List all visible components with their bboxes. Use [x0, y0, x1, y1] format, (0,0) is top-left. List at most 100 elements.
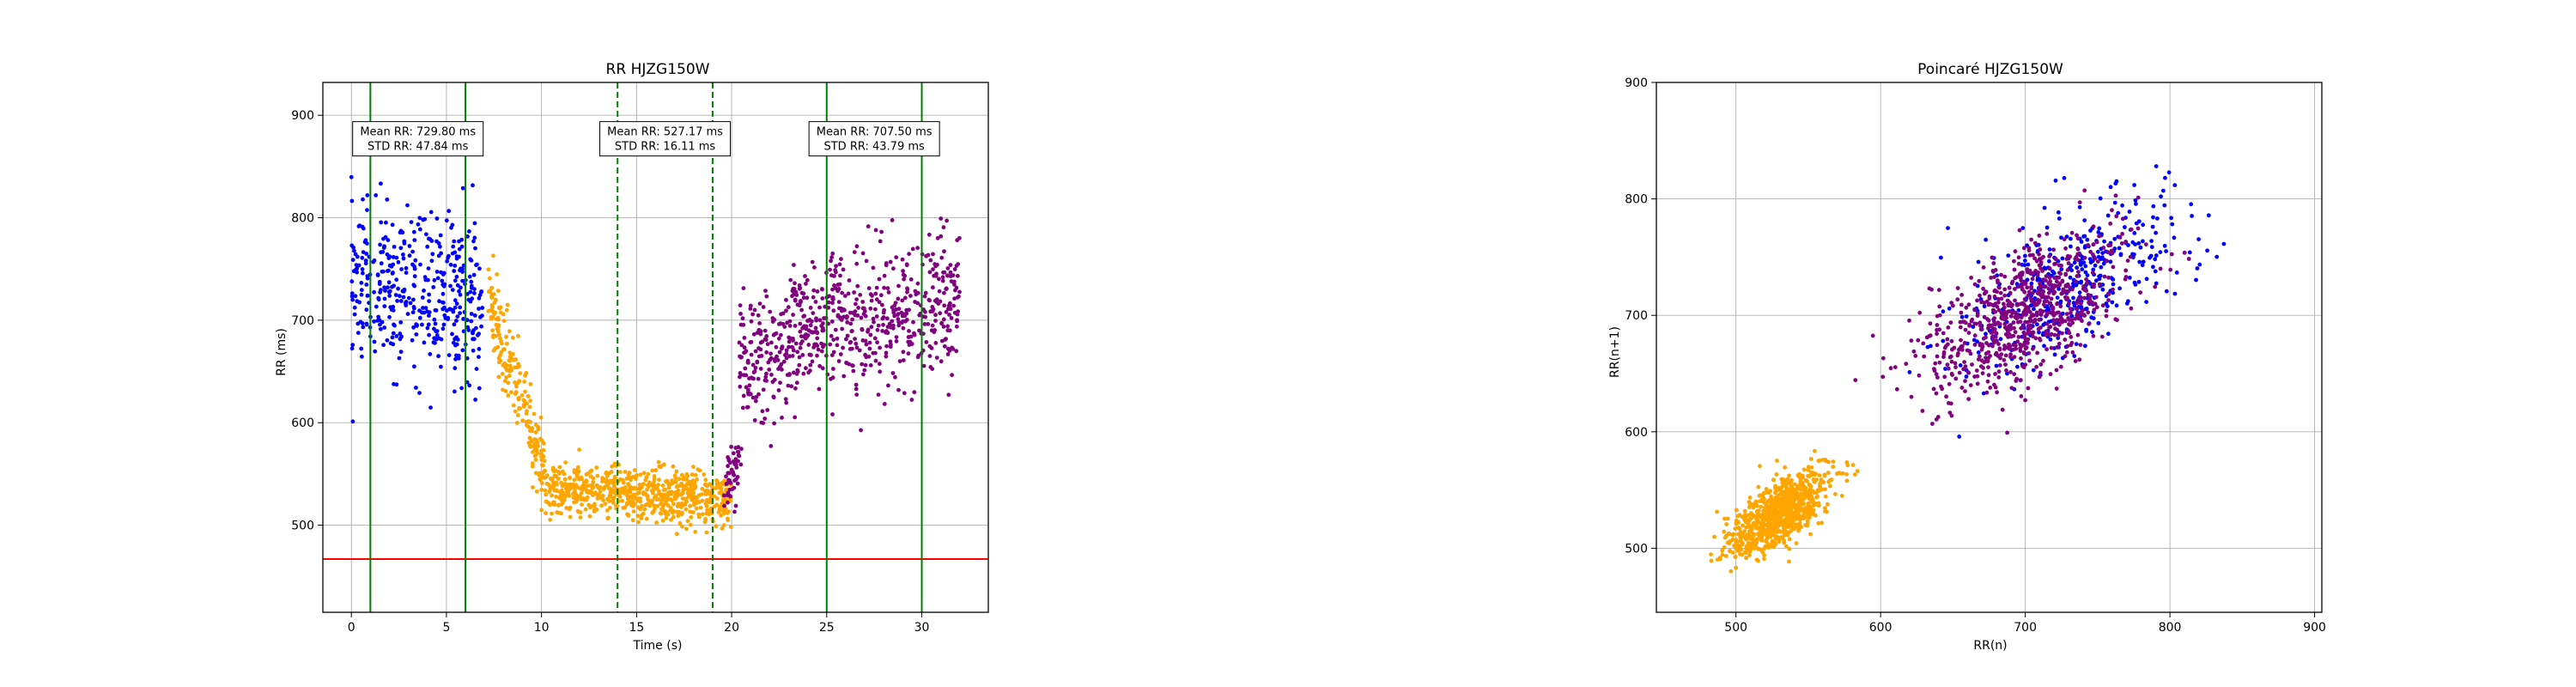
pc-xtick-label: 900 — [2303, 621, 2326, 635]
poincare-point-series-2 — [1994, 352, 1998, 356]
poincare-point-series-1 — [1744, 514, 1748, 519]
poincare-point-series-0 — [2154, 231, 2158, 235]
poincare-point-series-0 — [2137, 280, 2142, 284]
rr-point-series-2 — [885, 316, 890, 320]
rr-point-series-2 — [880, 329, 884, 333]
poincare-point-series-1 — [1828, 478, 1832, 483]
rr-point-series-0 — [447, 307, 452, 311]
poincare-point-series-2 — [2091, 271, 2095, 275]
poincare-point-series-2 — [1997, 308, 2002, 313]
rr-point-series-2 — [794, 293, 799, 297]
rr-point-series-1 — [591, 484, 595, 489]
poincare-point-series-2 — [2106, 276, 2111, 280]
rr-point-series-1 — [695, 502, 699, 506]
poincare-point-series-2 — [2076, 270, 2081, 274]
rr-point-series-0 — [350, 346, 355, 350]
rr-point-series-1 — [612, 484, 617, 489]
poincare-point-series-1 — [1758, 464, 1762, 468]
poincare-point-series-2 — [1973, 343, 1978, 347]
poincare-point-series-2 — [2106, 243, 2111, 247]
rr-point-series-2 — [878, 277, 882, 282]
poincare-point-series-2 — [2183, 251, 2187, 255]
poincare-point-series-2 — [2086, 310, 2090, 314]
poincare-point-series-2 — [1978, 294, 1982, 298]
pc-xtick-label: 600 — [1869, 621, 1893, 635]
rr-point-series-2 — [832, 274, 836, 278]
poincare-point-series-2 — [2050, 307, 2055, 311]
rr-point-series-1 — [684, 526, 689, 531]
poincare-point-series-2 — [2055, 386, 2059, 391]
rr-point-series-2 — [860, 300, 865, 304]
poincare-point-series-1 — [1755, 514, 1759, 519]
rr-point-series-1 — [501, 372, 505, 376]
rr-point-series-2 — [750, 313, 755, 317]
poincare-point-series-2 — [2055, 345, 2059, 350]
poincare-point-series-2 — [1929, 333, 1933, 337]
poincare-point-series-1 — [1764, 523, 1768, 527]
poincare-point-series-2 — [2002, 288, 2007, 292]
poincare-point-series-0 — [2151, 204, 2155, 209]
rr-point-series-2 — [741, 316, 745, 320]
poincare-point-series-2 — [1987, 303, 1991, 307]
poincare-point-series-2 — [2129, 255, 2133, 259]
poincare-point-series-1 — [1853, 472, 1857, 477]
rr-point-series-2 — [763, 289, 768, 293]
rr-point-series-1 — [689, 523, 693, 527]
rr-point-series-2 — [729, 445, 733, 449]
rr-point-series-2 — [798, 283, 802, 288]
poincare-point-series-0 — [2089, 260, 2093, 264]
rr-point-series-1 — [661, 483, 665, 488]
rr-point-series-0 — [380, 250, 385, 254]
rr-point-series-0 — [399, 267, 404, 271]
rr-point-series-2 — [804, 282, 808, 286]
rr-point-series-1 — [635, 487, 639, 491]
rr-time-series-chart: Mean RR: 729.80 msSTD RR: 47.84 msMean R… — [275, 61, 988, 653]
rr-point-series-0 — [361, 198, 365, 202]
poincare-point-series-2 — [1935, 323, 1940, 327]
rr-point-series-1 — [726, 518, 730, 522]
rr-point-series-2 — [926, 322, 930, 326]
poincare-point-series-2 — [2018, 228, 2022, 233]
rr-point-series-2 — [811, 295, 816, 300]
rr-point-series-2 — [768, 310, 772, 314]
poincare-point-series-1 — [1771, 477, 1776, 482]
rr-point-series-2 — [804, 366, 808, 370]
rr-point-series-2 — [722, 504, 726, 508]
poincare-point-series-2 — [2105, 314, 2109, 319]
rr-point-series-2 — [855, 244, 860, 248]
rr-point-series-0 — [401, 252, 405, 257]
rr-point-series-1 — [579, 510, 583, 514]
rr-point-series-0 — [360, 288, 364, 292]
poincare-point-series-2 — [1988, 354, 1992, 358]
rr-point-series-1 — [688, 481, 692, 485]
poincare-point-series-1 — [1775, 459, 1779, 463]
rr-point-series-2 — [891, 266, 896, 271]
poincare-point-series-1 — [1808, 532, 1813, 537]
poincare-point-series-2 — [2076, 333, 2081, 337]
rr-point-series-2 — [875, 340, 879, 344]
poincare-point-series-2 — [2095, 305, 2099, 309]
rr-grid — [323, 82, 988, 612]
rr-point-series-0 — [457, 356, 461, 361]
poincare-point-series-2 — [2001, 408, 2005, 412]
rr-point-series-0 — [453, 278, 458, 283]
poincare-point-series-2 — [1982, 265, 1986, 270]
poincare-point-series-2 — [2036, 298, 2040, 302]
rr-point-series-0 — [448, 284, 453, 289]
rr-point-series-2 — [912, 390, 916, 394]
poincare-point-series-2 — [1956, 351, 1960, 356]
rr-point-series-2 — [788, 278, 793, 283]
poincare-point-series-0 — [2117, 246, 2122, 251]
poincare-point-series-2 — [2187, 257, 2191, 261]
rr-point-series-1 — [568, 515, 573, 520]
poincare-point-series-2 — [2068, 331, 2072, 335]
poincare-point-series-2 — [2067, 301, 2071, 306]
poincare-point-series-1 — [1774, 521, 1778, 526]
poincare-point-series-0 — [2032, 307, 2036, 312]
poincare-point-series-1 — [1828, 484, 1832, 489]
poincare-point-series-2 — [2114, 214, 2118, 218]
rr-point-series-2 — [839, 257, 843, 261]
rr-point-series-0 — [451, 245, 455, 249]
rr-point-series-2 — [787, 305, 791, 309]
